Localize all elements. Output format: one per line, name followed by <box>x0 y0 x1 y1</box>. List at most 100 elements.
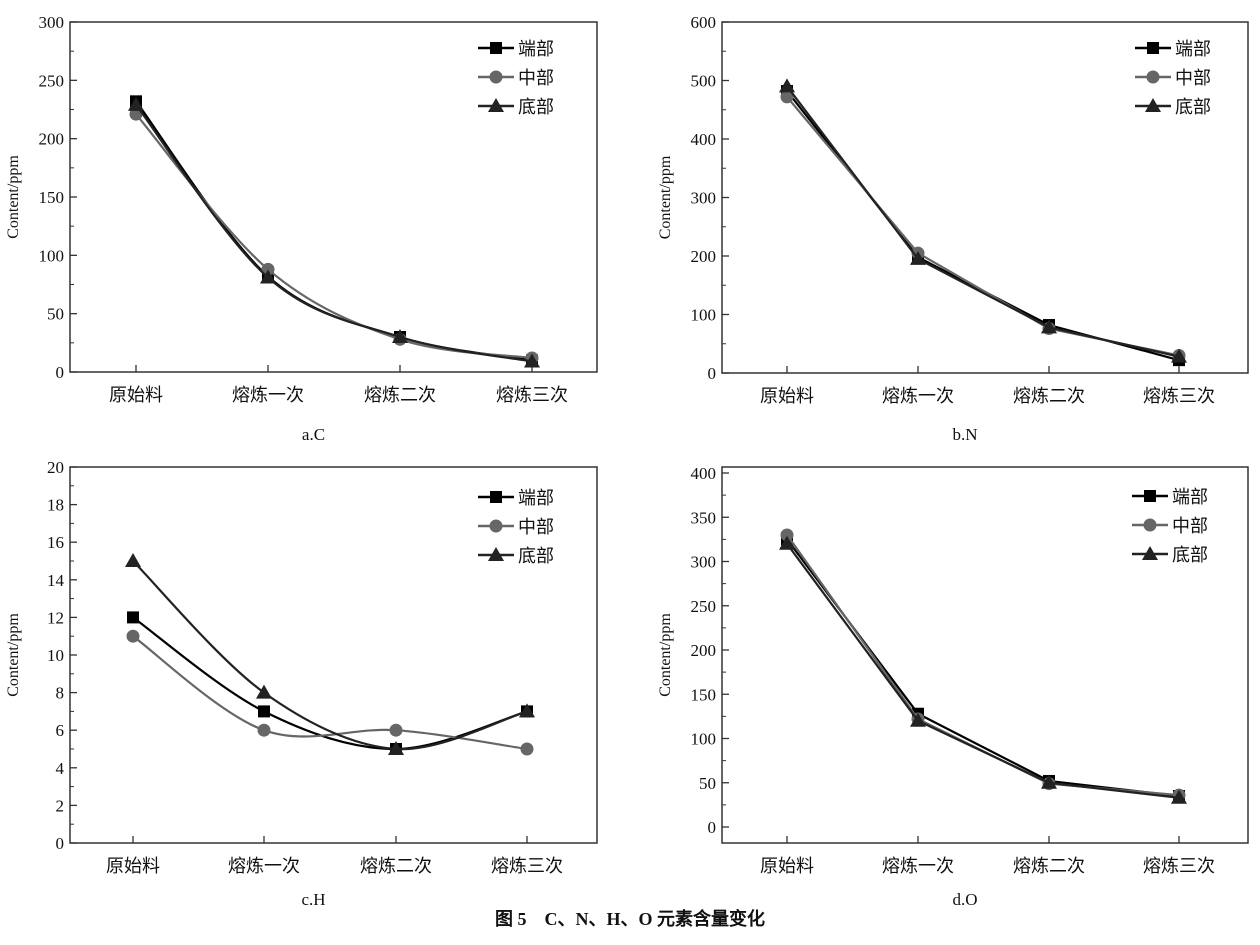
chart-panel-a.C: 0 50 100 150 200 250 300 原始料 熔炼一次 熔炼二次 熔炼三次 Content… <box>5 13 598 444</box>
data-point <box>261 262 275 276</box>
y-tick-label: 12 <box>47 608 64 627</box>
data-point <box>910 250 926 265</box>
y-tick-label: 8 <box>56 684 65 703</box>
legend-item: 端部 <box>478 488 554 508</box>
y-tick-label: 150 <box>39 188 65 207</box>
y-tick-label: 2 <box>56 796 65 815</box>
x-tick-label: 熔炼二次 <box>360 856 432 876</box>
series-底部 <box>779 535 1187 804</box>
series-line <box>786 534 1180 797</box>
legend-marker-circle <box>489 70 503 84</box>
data-point <box>1171 348 1187 363</box>
legend-label: 端部 <box>518 488 554 508</box>
series-中部 <box>780 90 1186 362</box>
series-端部 <box>781 85 1185 367</box>
y-tick-label: 300 <box>691 189 717 208</box>
x-tick-label: 原始料 <box>109 385 163 405</box>
x-tick-label: 熔炼三次 <box>496 385 568 405</box>
data-point <box>392 329 408 343</box>
y-tick-label: 400 <box>691 464 717 483</box>
plot-frame <box>721 21 1249 374</box>
y-tick-label: 10 <box>47 646 64 665</box>
x-tick-label: 熔炼一次 <box>232 385 304 405</box>
x-tick-label: 熔炼二次 <box>364 385 436 405</box>
legend-label: 底部 <box>1175 97 1211 117</box>
panel-caption: d.O <box>952 890 977 909</box>
legend-item: 底部 <box>478 97 554 117</box>
y-tick-label: 300 <box>39 13 65 32</box>
series-line <box>786 85 1180 358</box>
y-tick-label: 14 <box>47 571 65 590</box>
data-point <box>519 703 535 718</box>
y-tick-label: 200 <box>691 641 717 660</box>
data-point <box>128 96 144 111</box>
series-中部 <box>126 629 534 756</box>
legend-label: 中部 <box>1175 68 1211 88</box>
series-端部 <box>130 95 538 367</box>
legend-marker-triangle <box>1142 546 1158 560</box>
series-line <box>786 543 1180 799</box>
y-tick-label: 0 <box>56 363 65 382</box>
y-tick-label: 350 <box>691 508 717 527</box>
data-point <box>126 629 140 643</box>
y-tick-label: 50 <box>47 305 64 324</box>
data-point <box>260 269 276 284</box>
series-中部 <box>129 107 539 365</box>
legend-marker-square <box>1147 42 1159 54</box>
y-tick-label: 100 <box>39 246 65 265</box>
y-tick-label: 6 <box>56 721 65 740</box>
y-tick-label: 150 <box>691 685 717 704</box>
chart-panel-c.H: 0 2 4 6 8 10 12 14 16 18 20 原始料 熔炼一次 熔炼二次 熔炼三次 Content/… <box>5 458 598 909</box>
y-tick-label: 250 <box>39 71 65 90</box>
y-tick-label: 100 <box>691 730 717 749</box>
legend-item: 中部 <box>1135 68 1211 88</box>
plot-frame <box>721 466 1249 844</box>
x-tick-label: 熔炼二次 <box>1013 856 1085 876</box>
data-point <box>1041 319 1057 334</box>
legend-item: 底部 <box>1135 97 1211 117</box>
y-tick-label: 300 <box>691 553 717 572</box>
legend-item: 端部 <box>1132 487 1208 507</box>
y-tick-label: 100 <box>691 306 717 325</box>
data-point <box>257 723 271 737</box>
series-line <box>786 538 1180 798</box>
x-tick-label: 原始料 <box>760 856 814 876</box>
data-point <box>520 742 534 756</box>
legend-marker-square <box>490 42 502 54</box>
series-line <box>135 113 533 360</box>
legend-label: 底部 <box>518 97 554 117</box>
series-line <box>135 100 533 362</box>
y-tick-label: 0 <box>708 818 717 837</box>
y-axis-label: Content/ppm <box>5 613 22 697</box>
data-point <box>389 723 403 737</box>
x-tick-label: 熔炼三次 <box>1143 856 1215 876</box>
legend-item: 中部 <box>1132 516 1208 536</box>
data-point <box>780 90 794 104</box>
legend-label: 中部 <box>518 68 554 88</box>
legend-marker-square <box>490 491 502 503</box>
legend-label: 中部 <box>518 517 554 537</box>
series-底部 <box>779 78 1187 363</box>
data-point <box>258 705 270 718</box>
legend-marker-circle <box>489 519 503 533</box>
legend-marker-circle <box>1143 518 1157 532</box>
data-point <box>1041 774 1057 789</box>
data-point <box>779 535 795 550</box>
legend-item: 端部 <box>478 39 554 59</box>
y-axis-label: Content/ppm <box>5 155 22 239</box>
legend-marker-circle <box>1146 70 1160 84</box>
series-line <box>786 90 1180 362</box>
x-tick-label: 熔炼三次 <box>1143 386 1215 406</box>
data-point <box>125 553 141 567</box>
panel-caption: b.N <box>952 425 977 444</box>
legend-marker-square <box>1144 490 1156 502</box>
x-tick-label: 熔炼一次 <box>228 856 300 876</box>
x-tick-label: 熔炼二次 <box>1013 386 1085 406</box>
data-point <box>1171 789 1187 804</box>
legend-label: 底部 <box>1172 545 1208 565</box>
y-tick-label: 200 <box>39 130 65 149</box>
legend-label: 中部 <box>1172 516 1208 536</box>
y-tick-label: 18 <box>47 496 64 515</box>
data-point <box>524 353 540 368</box>
